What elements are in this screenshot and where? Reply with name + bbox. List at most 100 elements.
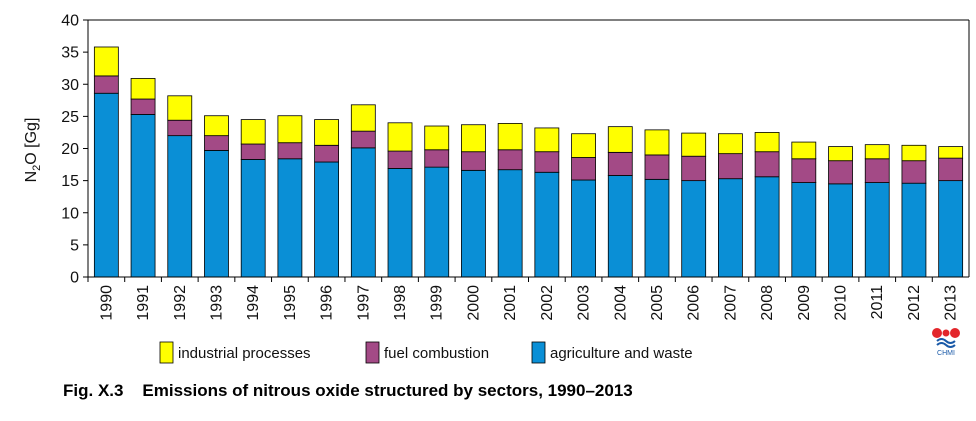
legend-swatch-industrial-processes	[159, 341, 174, 364]
logo-wave-icon-2	[936, 342, 956, 348]
bar-1999-agriculture-and-waste	[424, 166, 450, 278]
logo-text: CHMI	[937, 350, 955, 357]
x-tick-label-2006: 2006	[686, 285, 703, 321]
bar-2000-industrial-processes	[461, 124, 486, 153]
x-tick-label-2007: 2007	[722, 285, 739, 321]
y-tick-label: 5	[70, 237, 79, 254]
x-tick-label-1996: 1996	[319, 285, 336, 321]
x-tick-label-2009: 2009	[796, 285, 813, 321]
bar-2002-agriculture-and-waste	[534, 171, 560, 278]
figure-title: Emissions of nitrous oxide structured by…	[142, 381, 633, 400]
bar-1992-fuel-combustion	[167, 119, 193, 137]
bar-2000-fuel-combustion	[461, 151, 486, 171]
axes	[83, 19, 970, 282]
bar-2007-agriculture-and-waste	[718, 178, 743, 278]
bar-2002-industrial-processes	[534, 127, 560, 153]
bar-1995-agriculture-and-waste	[277, 158, 303, 278]
bar-2009-fuel-combustion	[791, 158, 817, 183]
logo-dot-center	[942, 329, 950, 337]
x-tick-label-2012: 2012	[906, 285, 923, 321]
x-tick-label-1993: 1993	[208, 285, 225, 321]
logo-dot-left	[932, 328, 942, 338]
y-tick-label: 0	[70, 270, 79, 287]
bar-2010-industrial-processes	[828, 146, 853, 162]
figure-caption: Fig. X.3 Emissions of nitrous oxide stru…	[63, 381, 633, 401]
bar-2012-industrial-processes	[901, 144, 927, 162]
bar-2003-industrial-processes	[571, 133, 596, 158]
bar-1994-industrial-processes	[240, 119, 266, 145]
bar-2010-fuel-combustion	[828, 160, 853, 185]
bar-1997-agriculture-and-waste	[350, 147, 376, 278]
y-axis-label: N2O [Gg]	[23, 118, 43, 183]
logo-wave-icon	[936, 338, 956, 344]
bar-1992-agriculture-and-waste	[167, 135, 193, 278]
bar-1997-fuel-combustion	[350, 130, 376, 149]
x-tick-label-2004: 2004	[612, 285, 629, 321]
x-tick-label-1998: 1998	[392, 285, 409, 321]
x-tick-label-2000: 2000	[465, 285, 482, 321]
y-tick-label: 10	[61, 205, 79, 222]
legend: industrial processes fuel combustion agric…	[159, 341, 693, 364]
bar-2005-fuel-combustion	[644, 154, 670, 180]
x-tick-label-1992: 1992	[172, 285, 189, 321]
legend-label-fuel-combustion: fuel combustion	[384, 345, 489, 362]
bar-2008-agriculture-and-waste	[754, 176, 780, 278]
bar-2007-fuel-combustion	[718, 153, 743, 180]
bar-2006-industrial-processes	[681, 132, 707, 157]
bar-2001-industrial-processes	[497, 123, 523, 151]
y-tick-label: 25	[61, 109, 79, 126]
bar-1992-industrial-processes	[167, 95, 193, 121]
x-tick-labels: 1990 1991 1992 1993 1994 1995 1996 1997 1998 1999…	[98, 285, 959, 321]
bar-2005-agriculture-and-waste	[644, 178, 670, 278]
x-tick-label-2011: 2011	[869, 285, 886, 320]
legend-swatch-fuel-combustion	[365, 341, 380, 364]
x-tick-label-1991: 1991	[135, 285, 152, 321]
bar-1990-industrial-processes	[93, 46, 119, 77]
bar-2011-agriculture-and-waste	[864, 182, 890, 278]
bar-1999-industrial-processes	[424, 125, 450, 151]
y-tick-label: 30	[61, 77, 79, 94]
bar-2003-agriculture-and-waste	[571, 179, 596, 278]
bar-1993-agriculture-and-waste	[204, 150, 229, 278]
bar-2004-industrial-processes	[607, 126, 633, 153]
bar-2012-fuel-combustion	[901, 160, 927, 184]
bar-1991-fuel-combustion	[130, 98, 156, 115]
x-tick-label-1990: 1990	[98, 285, 115, 321]
bar-2012-agriculture-and-waste	[901, 182, 927, 278]
y-tick-label: 35	[61, 45, 79, 62]
x-tick-label-2010: 2010	[833, 285, 850, 321]
bar-1993-industrial-processes	[204, 115, 229, 137]
x-tick-label-1997: 1997	[355, 285, 372, 321]
y-tick-label: 20	[61, 141, 79, 158]
bar-2010-agriculture-and-waste	[828, 183, 853, 278]
bar-2004-fuel-combustion	[607, 151, 633, 176]
bar-1990-agriculture-and-waste	[93, 92, 119, 278]
bar-2003-fuel-combustion	[571, 157, 596, 181]
bar-2002-fuel-combustion	[534, 151, 560, 173]
bar-2006-agriculture-and-waste	[681, 180, 707, 278]
y-tick-label: 15	[61, 173, 79, 190]
stacked-bar-chart: N2O [Gg] 0 5 10 15 20 25 30 35 40 1990 1991 1992 19…	[23, 13, 970, 364]
bar-2009-agriculture-and-waste	[791, 182, 817, 278]
bar-1996-industrial-processes	[314, 119, 340, 146]
bar-2006-fuel-combustion	[681, 155, 707, 182]
bar-2000-agriculture-and-waste	[461, 169, 486, 278]
bar-1997-industrial-processes	[350, 104, 376, 132]
logo-dot-right	[950, 328, 960, 338]
figure-label: Fig. X.3	[63, 381, 124, 400]
x-tick-label-1999: 1999	[429, 285, 446, 321]
bar-2011-fuel-combustion	[864, 158, 890, 183]
bar-2013-fuel-combustion	[938, 157, 964, 182]
bar-1998-agriculture-and-waste	[387, 168, 413, 278]
bar-2013-industrial-processes	[938, 146, 964, 159]
x-tick-label-2005: 2005	[649, 285, 666, 321]
bar-1993-fuel-combustion	[204, 135, 229, 151]
bar-1996-fuel-combustion	[314, 144, 340, 163]
y-tick-label: 40	[61, 13, 79, 30]
x-tick-label-2002: 2002	[539, 285, 556, 321]
bar-2004-agriculture-and-waste	[607, 175, 633, 278]
bar-1994-agriculture-and-waste	[240, 159, 266, 278]
y-tick-labels: 0 5 10 15 20 25 30 35 40	[61, 13, 79, 287]
bar-2008-industrial-processes	[754, 132, 780, 153]
legend-label-agriculture-and-waste: agriculture and waste	[550, 345, 693, 362]
